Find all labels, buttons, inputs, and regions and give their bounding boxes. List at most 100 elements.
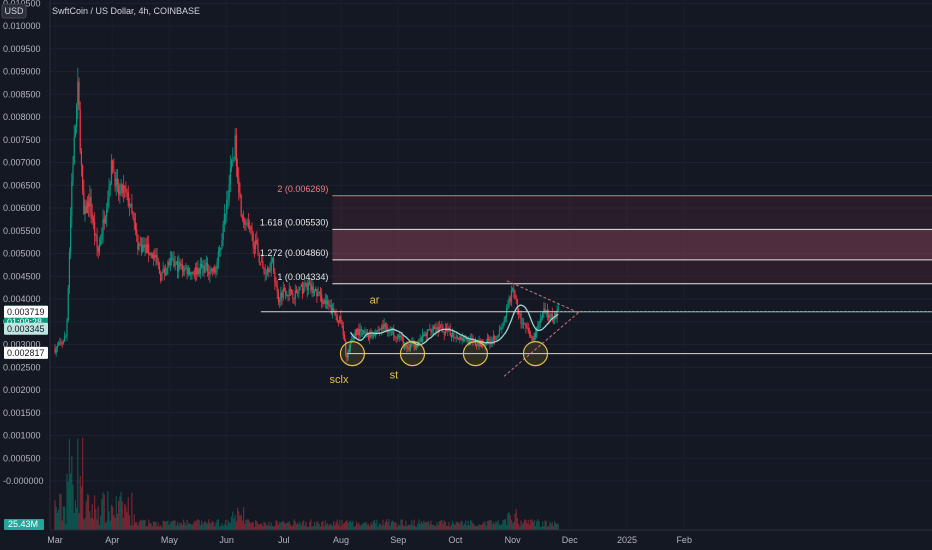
candle-body[interactable] <box>369 332 371 339</box>
candle-body[interactable] <box>279 300 281 302</box>
candle-body[interactable] <box>361 330 364 332</box>
candle-body[interactable] <box>252 234 254 247</box>
candle-body[interactable] <box>503 318 505 324</box>
candle-body[interactable] <box>115 178 117 187</box>
candle-body[interactable] <box>513 288 515 293</box>
candle-body[interactable] <box>107 198 109 210</box>
candle-body[interactable] <box>444 328 446 335</box>
candle-body[interactable] <box>55 347 57 353</box>
candle-body[interactable] <box>58 344 60 346</box>
candle-body[interactable] <box>479 340 481 347</box>
candle-body[interactable] <box>156 255 158 264</box>
candle-body[interactable] <box>537 326 539 330</box>
candle-body[interactable] <box>286 294 288 296</box>
highlight-circle[interactable] <box>522 341 549 367</box>
candle-body[interactable] <box>199 263 201 275</box>
candle-body[interactable] <box>154 254 156 258</box>
candle-body[interactable] <box>500 328 502 330</box>
candle-body[interactable] <box>194 267 197 275</box>
candle-body[interactable] <box>149 254 151 256</box>
candle-body[interactable] <box>60 342 62 343</box>
candle-body[interactable] <box>322 302 324 304</box>
candle-body[interactable] <box>137 234 139 250</box>
candle-body[interactable] <box>521 323 523 325</box>
candle-body[interactable] <box>236 166 239 179</box>
candle-body[interactable] <box>82 165 84 190</box>
candle-body[interactable] <box>186 267 188 275</box>
candle-body[interactable] <box>526 327 528 329</box>
candle-body[interactable] <box>328 304 330 306</box>
candle-body[interactable] <box>269 270 271 273</box>
candle-body[interactable] <box>77 81 79 106</box>
candle-body[interactable] <box>267 268 269 273</box>
candle-body[interactable] <box>548 314 550 319</box>
candle-body[interactable] <box>148 244 150 255</box>
candle-body[interactable] <box>167 262 169 268</box>
candle-body[interactable] <box>307 282 310 291</box>
candle-body[interactable] <box>405 344 407 346</box>
candle-body[interactable] <box>109 183 111 187</box>
candle-body[interactable] <box>431 330 433 333</box>
candle-body[interactable] <box>166 267 168 275</box>
candle-body[interactable] <box>340 316 342 323</box>
candle-body[interactable] <box>449 329 451 336</box>
candle-body[interactable] <box>119 190 121 196</box>
candle-body[interactable] <box>556 309 558 318</box>
candle-body[interactable] <box>164 272 167 275</box>
candle-body[interactable] <box>131 203 133 213</box>
candle-body[interactable] <box>192 272 194 274</box>
candle-body[interactable] <box>215 269 217 273</box>
candle-body[interactable] <box>245 222 247 225</box>
candle-body[interactable] <box>54 349 56 353</box>
candle-body[interactable] <box>335 315 337 317</box>
candle-body[interactable] <box>388 330 390 333</box>
candle-body[interactable] <box>78 81 80 111</box>
candle-body[interactable] <box>333 308 335 312</box>
candle-body[interactable] <box>345 341 347 355</box>
candle-body[interactable] <box>418 339 420 343</box>
candle-body[interactable] <box>170 258 173 260</box>
candle-body[interactable] <box>246 222 248 224</box>
candle-body[interactable] <box>184 267 186 272</box>
candle-body[interactable] <box>251 229 253 235</box>
candle-body[interactable] <box>323 300 325 304</box>
candle-body[interactable] <box>358 328 360 336</box>
candle-body[interactable] <box>218 248 221 252</box>
candle-body[interactable] <box>174 263 176 267</box>
candle-body[interactable] <box>473 340 475 342</box>
candle-body[interactable] <box>514 292 516 299</box>
candle-body[interactable] <box>116 178 119 185</box>
candle-body[interactable] <box>542 312 544 318</box>
candle-body[interactable] <box>477 344 479 346</box>
candle-body[interactable] <box>527 328 529 332</box>
candle-body[interactable] <box>536 329 538 338</box>
candle-body[interactable] <box>103 218 105 224</box>
candle-body[interactable] <box>121 184 123 194</box>
candle-body[interactable] <box>56 345 59 348</box>
candle-body[interactable] <box>403 344 406 347</box>
candlesticks[interactable] <box>54 67 559 363</box>
candle-body[interactable] <box>175 261 177 264</box>
candle-body[interactable] <box>334 311 336 316</box>
candle-body[interactable] <box>297 292 299 294</box>
candle-body[interactable] <box>293 298 295 300</box>
candle-body[interactable] <box>470 338 472 345</box>
candle-body[interactable] <box>130 203 132 207</box>
y-axis[interactable]: 0.0105000.0100000.0095000.0090000.008500… <box>3 0 51 530</box>
candle-body[interactable] <box>504 316 507 319</box>
candle-body[interactable] <box>400 336 402 338</box>
candle-body[interactable] <box>520 313 522 324</box>
candle-body[interactable] <box>187 268 189 275</box>
candle-body[interactable] <box>120 184 122 191</box>
candle-body[interactable] <box>173 258 175 267</box>
candle-body[interactable] <box>163 268 165 273</box>
candle-body[interactable] <box>223 213 225 224</box>
candle-body[interactable] <box>491 339 493 342</box>
candle-body[interactable] <box>420 338 422 342</box>
candle-body[interactable] <box>402 340 404 347</box>
candle-body[interactable] <box>312 286 314 293</box>
candle-body[interactable] <box>432 326 434 331</box>
candle-body[interactable] <box>202 265 204 268</box>
candle-body[interactable] <box>465 338 467 340</box>
candle-body[interactable] <box>519 313 521 315</box>
